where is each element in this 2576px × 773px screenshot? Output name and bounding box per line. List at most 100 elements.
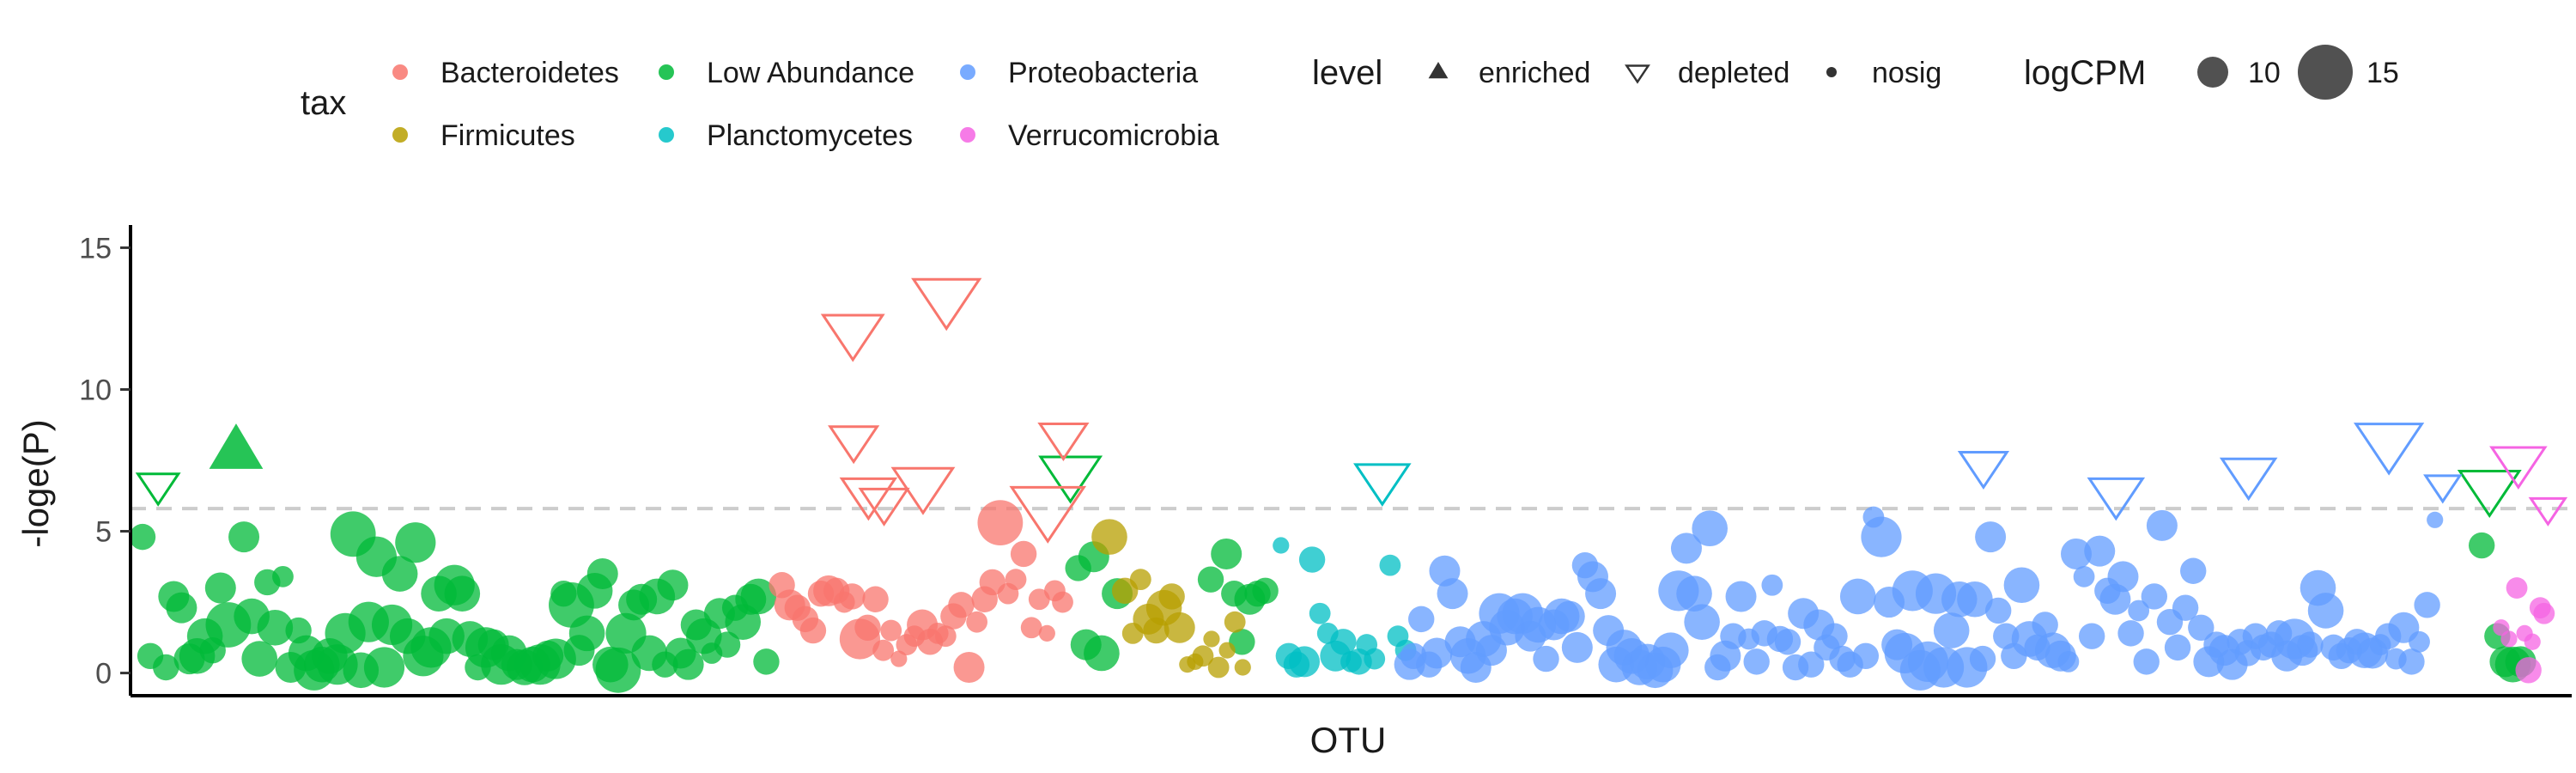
- data-point: [1957, 581, 1993, 618]
- data-point: [2409, 630, 2430, 653]
- data-point: [2414, 592, 2440, 618]
- legend-size-label: 15: [2366, 57, 2399, 89]
- data-point-depleted: [858, 487, 910, 526]
- data-point: [977, 500, 1024, 546]
- data-point: [1091, 519, 1127, 555]
- data-point-depleted: [2489, 446, 2548, 490]
- data-point: [1692, 510, 1728, 547]
- data-point: [204, 572, 236, 604]
- data-point: [1211, 538, 1242, 569]
- y-axis-ticks: 0 5 10 15: [79, 232, 131, 691]
- data-point: [1289, 646, 1321, 678]
- y-tick-label: 15: [79, 232, 112, 265]
- data-point: [872, 639, 895, 661]
- data-point: [2164, 634, 2191, 661]
- data-point-depleted: [2354, 423, 2425, 476]
- data-point: [395, 522, 436, 563]
- data-point: [2515, 657, 2542, 684]
- legend-logcpm-title: logCPM: [2024, 54, 2146, 92]
- data-point: [1252, 577, 1279, 605]
- data-point: [1084, 635, 1120, 672]
- legend-level-title: level: [1312, 54, 1382, 92]
- data-point-enriched: [209, 423, 264, 469]
- data-point: [1533, 645, 1559, 673]
- y-tick-label: 0: [95, 658, 112, 691]
- data-point: [153, 654, 179, 681]
- data-point: [1234, 659, 1251, 676]
- data-point: [241, 641, 278, 677]
- data-point: [1218, 642, 1236, 659]
- data-point: [672, 648, 704, 680]
- data-point: [2133, 648, 2160, 675]
- data-point: [1298, 546, 1326, 573]
- data-point-depleted: [1037, 422, 1090, 461]
- data-point: [228, 521, 260, 553]
- data-point: [1984, 597, 2012, 624]
- legend-tax-key: [659, 64, 674, 80]
- data-point: [1933, 612, 1970, 648]
- data-point: [1192, 645, 1214, 667]
- data-point: [1129, 569, 1151, 591]
- data-point: [2172, 594, 2199, 621]
- data-point-depleted: [1038, 455, 1103, 504]
- data-point: [272, 565, 294, 587]
- data-point: [595, 647, 641, 693]
- legend-level-label: nosig: [1872, 57, 1941, 89]
- data-point: [1330, 629, 1357, 655]
- legend: tax Bacteroidetes Low Abundance Proteobact…: [301, 45, 2399, 152]
- data-point-depleted: [2528, 496, 2568, 526]
- y-tick-label: 10: [79, 374, 112, 406]
- data-point: [1839, 578, 1876, 615]
- legend-tax-label: Planctomycetes: [707, 119, 913, 152]
- data-point: [2117, 620, 2144, 647]
- data-point: [753, 648, 780, 675]
- data-point: [2297, 631, 2324, 658]
- data-point-depleted: [2423, 474, 2463, 504]
- legend-level-label: depleted: [1678, 57, 1789, 89]
- data-point: [1553, 600, 1585, 632]
- data-point: [129, 523, 156, 551]
- data-point: [1010, 540, 1037, 568]
- data-point: [1052, 591, 1073, 613]
- data-point: [381, 556, 418, 592]
- data-point: [2188, 614, 2215, 641]
- data-point: [1158, 583, 1185, 610]
- data-point: [586, 558, 618, 590]
- data-point: [854, 614, 881, 641]
- data-point: [966, 611, 988, 633]
- legend-level-label: enriched: [1479, 57, 1590, 89]
- data-point-depleted: [1957, 450, 2010, 490]
- data-point: [1229, 629, 1255, 655]
- data-point: [953, 651, 985, 683]
- data-point: [657, 569, 689, 601]
- data-point: [2141, 583, 2168, 610]
- legend-size-key: [2197, 57, 2228, 88]
- data-point: [2073, 565, 2095, 587]
- data-point-depleted: [839, 477, 898, 521]
- legend-tax-key: [392, 64, 408, 80]
- data-point: [740, 578, 777, 615]
- legend-tax-key: [659, 127, 674, 143]
- data-point: [2468, 532, 2495, 559]
- data-point: [1725, 581, 1757, 612]
- data-point: [1676, 575, 1712, 612]
- data-point: [2533, 602, 2555, 624]
- data-point-depleted: [1009, 485, 1087, 544]
- y-tick-label: 5: [95, 516, 112, 549]
- data-point: [1273, 537, 1290, 554]
- data-point: [2084, 535, 2116, 567]
- data-point: [890, 650, 908, 667]
- legend-tax-key: [960, 127, 975, 143]
- legend-tax-label: Proteobacteria: [1008, 57, 1198, 89]
- data-point: [1585, 578, 1617, 610]
- legend-size-key: [2298, 45, 2353, 100]
- data-point: [1670, 533, 1702, 564]
- data-point: [1421, 637, 1453, 669]
- data-point: [1197, 566, 1224, 593]
- data-point: [1561, 631, 1593, 663]
- y-axis-title: -loge(P): [15, 419, 56, 547]
- plot-area: 0 5 10 15: [79, 225, 2572, 697]
- data-point: [880, 619, 902, 642]
- data-point: [444, 575, 481, 612]
